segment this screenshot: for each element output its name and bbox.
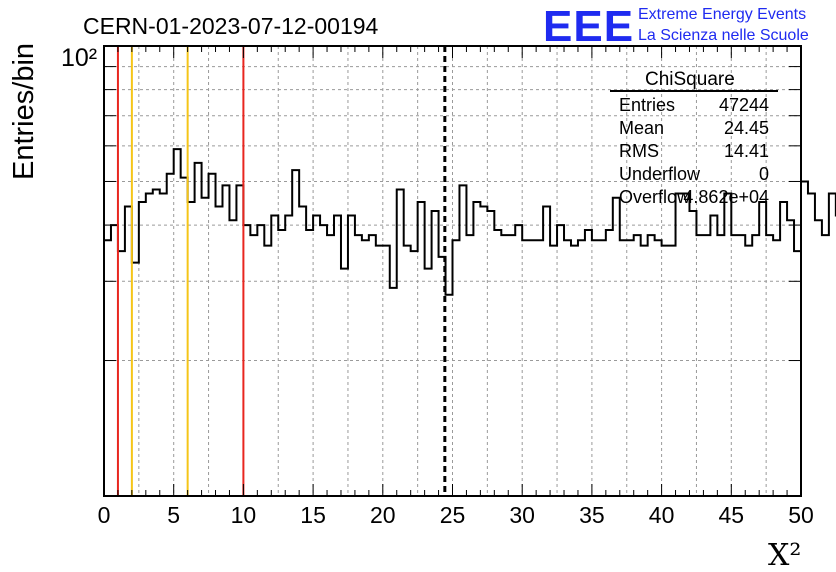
stats-label: Underflow <box>619 164 701 184</box>
stats-value: 24.45 <box>724 118 769 138</box>
x-tick-label: 5 <box>167 502 180 528</box>
x-tick-label: 15 <box>300 502 326 528</box>
logo-line-2: La Scienza nelle Scuole <box>638 27 809 44</box>
histogram-step-line <box>104 148 836 296</box>
x-tick-label: 45 <box>719 502 745 528</box>
x-tick-label: 25 <box>440 502 466 528</box>
stats-value: 0 <box>759 164 769 184</box>
threshold-lines <box>116 46 447 496</box>
y-tick-label: 10² <box>61 44 97 72</box>
grid <box>104 46 801 496</box>
stats-label: RMS <box>619 141 659 161</box>
x-tick-label: 50 <box>788 502 814 528</box>
stats-value: 14.41 <box>724 141 769 161</box>
stats-title: ChiSquare <box>645 69 735 90</box>
run-title: CERN-01-2023-07-12-00194 <box>83 13 379 39</box>
x-tick-labels: 0 5 10 15 20 25 30 35 40 45 50 <box>98 502 814 528</box>
logo-line-1: Extreme Energy Events <box>638 6 806 23</box>
stats-label: Entries <box>619 95 675 115</box>
stats-value: 4.862e+04 <box>683 187 769 207</box>
eee-logo: EEE <box>543 2 634 51</box>
stats-label: Overflow <box>619 187 691 207</box>
stats-value: 47244 <box>719 95 769 115</box>
x-tick-label: 30 <box>509 502 535 528</box>
x-tick-label: 35 <box>579 502 605 528</box>
stats-box: ChiSquare Entries 47244 Mean 24.45 RMS 14.41 U… <box>610 69 778 207</box>
x-tick-label: 40 <box>649 502 675 528</box>
stats-label: Mean <box>619 118 664 138</box>
x-tick-label: 10 <box>231 502 257 528</box>
axis-ticks <box>103 45 802 496</box>
x-tick-label: 0 <box>98 502 111 528</box>
x-tick-label: 20 <box>370 502 396 528</box>
y-axis-label: Entries/bin <box>8 43 40 180</box>
histogram <box>104 148 836 296</box>
x-axis-label: X² <box>768 538 801 572</box>
